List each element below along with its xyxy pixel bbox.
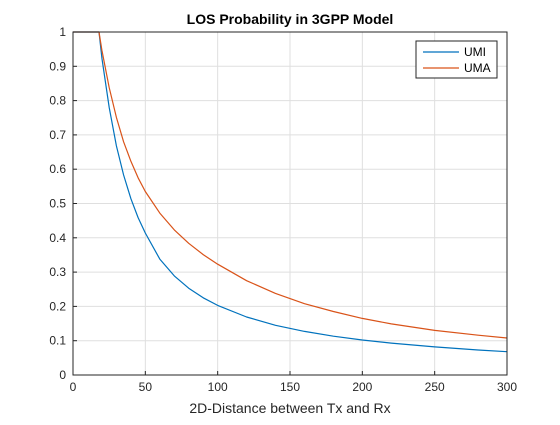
series-lines <box>73 31 508 353</box>
axis-ticks: 0 50 100 150 200 250 300 0 0.1 0.2 0.3 0.4 0.5 0.6 0.7… <box>49 25 517 394</box>
y-tick-label: 0.4 <box>49 231 66 245</box>
y-tick-label: 0 <box>59 368 66 382</box>
x-tick-label: 200 <box>352 380 372 394</box>
y-tick-label: 0.9 <box>49 59 66 73</box>
y-tick-label: 0.8 <box>49 94 66 108</box>
y-tick-label: 1 <box>59 25 66 39</box>
x-tick-label: 0 <box>70 380 77 394</box>
x-tick-label: 300 <box>497 380 517 394</box>
x-tick-label: 100 <box>208 380 228 394</box>
legend: UMI UMA <box>415 40 498 79</box>
x-tick-label: 50 <box>139 380 153 394</box>
legend-label: UMA <box>464 61 491 75</box>
chart-title: LOS Probability in 3GPP Model <box>187 11 394 27</box>
y-tick-label: 0.6 <box>49 162 66 176</box>
y-tick-label: 0.7 <box>49 128 66 142</box>
y-tick-label: 0.2 <box>49 299 66 313</box>
x-tick-label: 150 <box>280 380 300 394</box>
y-tick-label: 0.1 <box>49 334 66 348</box>
y-tick-label: 0.3 <box>49 265 66 279</box>
series-line-umi <box>73 31 508 353</box>
y-tick-label: 0.5 <box>49 197 66 211</box>
series-line-uma <box>73 31 508 339</box>
x-tick-label: 250 <box>425 380 445 394</box>
legend-label: UMI <box>464 45 486 59</box>
x-axis-label: 2D-Distance between Tx and Rx <box>189 400 390 416</box>
legend-box <box>415 40 498 79</box>
